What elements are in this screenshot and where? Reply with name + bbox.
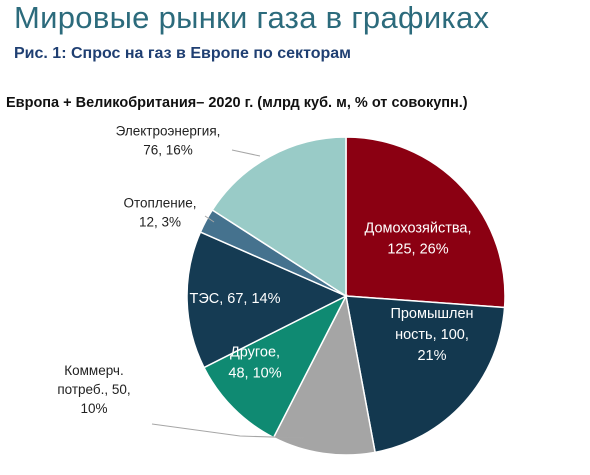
leader-line-отопление (204, 215, 215, 223)
data-label-промышленность: Промышлен ность, 100, 21% (390, 306, 473, 364)
pie-slice-домохозяйства (345, 136, 506, 309)
data-label-другое: Другое, 48, 10% (228, 345, 281, 382)
data-label-домохозяйства: Домохозяйства, 125, 26% (364, 221, 471, 258)
page-title: Мировые рынки газа в графиках (14, 0, 490, 35)
pie-slice-тэс (186, 231, 348, 369)
data-label-коммерч-потреб: Коммерч. потреб., 50, 10% (57, 363, 130, 416)
figure-caption: Рис. 1: Спрос на газ в Европе по сектора… (14, 45, 351, 62)
pie-slice-промышленность (345, 295, 506, 454)
data-label-тэс: ТЭС, 67, 14% (189, 291, 280, 307)
data-label-отопление: Отопление, 12, 3% (124, 196, 197, 230)
chart-title: Европа + Великобритания– 2020 г. (млрд к… (6, 95, 468, 111)
pie-slice-коммерч-потреб (272, 293, 376, 456)
pie-slice-электроэнергия (211, 136, 347, 298)
leader-line-коммерч-потреб (151, 423, 305, 439)
leader-line-электроэнергия (231, 149, 261, 157)
data-label-электроэнергия: Электроэнергия, 76, 16% (116, 124, 221, 158)
pie-slice-другое (202, 294, 348, 439)
